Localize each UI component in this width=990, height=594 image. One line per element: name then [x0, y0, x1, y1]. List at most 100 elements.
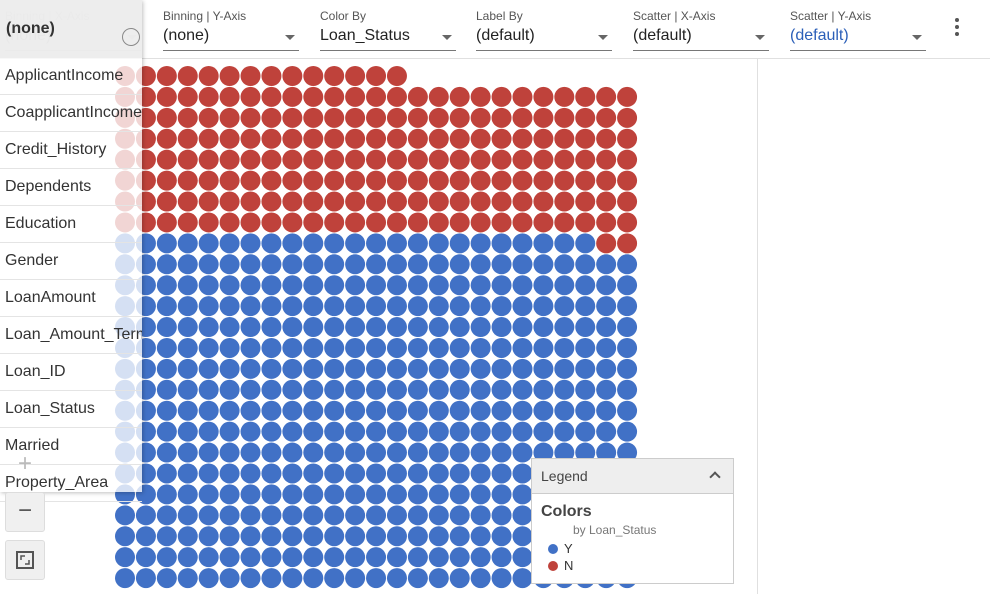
unit-dot[interactable]: [177, 379, 198, 400]
unit-dot[interactable]: [407, 107, 428, 128]
unit-dot[interactable]: [491, 484, 512, 505]
unit-dot[interactable]: [345, 337, 366, 358]
unit-dot[interactable]: [554, 317, 575, 338]
unit-dot[interactable]: [491, 568, 512, 589]
legend-header[interactable]: Legend: [532, 459, 733, 494]
unit-dot[interactable]: [617, 296, 638, 317]
unit-dot[interactable]: [261, 212, 282, 233]
unit-dot[interactable]: [177, 107, 198, 128]
unit-dot[interactable]: [617, 212, 638, 233]
unit-dot[interactable]: [115, 568, 135, 589]
unit-dot[interactable]: [219, 296, 240, 317]
unit-dot[interactable]: [617, 421, 638, 442]
unit-dot[interactable]: [470, 275, 491, 296]
unit-dot[interactable]: [345, 442, 366, 463]
unit-dot[interactable]: [261, 568, 282, 589]
unit-dot[interactable]: [177, 275, 198, 296]
unit-dot[interactable]: [282, 526, 303, 547]
unit-dot[interactable]: [575, 275, 596, 296]
unit-dot[interactable]: [345, 421, 366, 442]
unit-dot[interactable]: [219, 170, 240, 191]
unit-dot[interactable]: [554, 442, 575, 463]
unit-dot[interactable]: [449, 463, 470, 484]
unit-dot[interactable]: [261, 337, 282, 358]
unit-dot[interactable]: [240, 505, 261, 526]
unit-dot[interactable]: [407, 547, 428, 568]
unit-dot[interactable]: [449, 107, 470, 128]
unit-dot[interactable]: [282, 337, 303, 358]
unit-dot[interactable]: [240, 107, 261, 128]
unit-dot[interactable]: [386, 149, 407, 170]
unit-dot[interactable]: [575, 296, 596, 317]
unit-dot[interactable]: [156, 505, 177, 526]
unit-dot[interactable]: [303, 421, 324, 442]
unit-dot[interactable]: [491, 463, 512, 484]
unit-dot[interactable]: [177, 212, 198, 233]
unit-dot[interactable]: [386, 421, 407, 442]
unit-dot[interactable]: [282, 149, 303, 170]
unit-dot[interactable]: [366, 526, 387, 547]
unit-dot[interactable]: [533, 212, 554, 233]
unit-dot[interactable]: [449, 442, 470, 463]
unit-dot[interactable]: [596, 337, 617, 358]
unit-dot[interactable]: [261, 526, 282, 547]
unit-dot[interactable]: [261, 191, 282, 212]
unit-dot[interactable]: [177, 170, 198, 191]
menu-option[interactable]: Credit_History: [0, 132, 142, 169]
unit-dot[interactable]: [177, 191, 198, 212]
unit-dot[interactable]: [177, 568, 198, 589]
unit-dot[interactable]: [512, 128, 533, 149]
unit-dot[interactable]: [303, 484, 324, 505]
unit-dot[interactable]: [219, 212, 240, 233]
unit-dot[interactable]: [512, 212, 533, 233]
unit-dot[interactable]: [156, 149, 177, 170]
unit-dot[interactable]: [240, 296, 261, 317]
unit-dot[interactable]: [533, 442, 554, 463]
unit-dot[interactable]: [261, 421, 282, 442]
unit-dot[interactable]: [533, 149, 554, 170]
unit-dot[interactable]: [575, 337, 596, 358]
unit-dot[interactable]: [449, 296, 470, 317]
unit-dot[interactable]: [345, 484, 366, 505]
unit-dot[interactable]: [617, 191, 638, 212]
dropdown[interactable]: Binning | Y-Axis (none): [163, 0, 299, 52]
unit-dot[interactable]: [240, 358, 261, 379]
unit-dot[interactable]: [135, 526, 156, 547]
unit-dot[interactable]: [324, 254, 345, 275]
unit-dot[interactable]: [261, 400, 282, 421]
unit-dot[interactable]: [198, 212, 219, 233]
unit-dot[interactable]: [366, 421, 387, 442]
unit-dot[interactable]: [449, 337, 470, 358]
unit-dot[interactable]: [470, 442, 491, 463]
menu-option[interactable]: Married: [0, 428, 142, 465]
unit-dot[interactable]: [345, 191, 366, 212]
unit-dot[interactable]: [449, 275, 470, 296]
unit-dot[interactable]: [491, 254, 512, 275]
unit-dot[interactable]: [324, 379, 345, 400]
unit-dot[interactable]: [491, 442, 512, 463]
unit-dot[interactable]: [240, 275, 261, 296]
unit-dot[interactable]: [240, 66, 261, 86]
menu-option[interactable]: Property_Area: [0, 465, 142, 502]
unit-dot[interactable]: [554, 212, 575, 233]
unit-dot[interactable]: [386, 86, 407, 107]
unit-dot[interactable]: [198, 568, 219, 589]
unit-dot[interactable]: [554, 358, 575, 379]
unit-dot[interactable]: [575, 442, 596, 463]
unit-dot[interactable]: [345, 568, 366, 589]
unit-dot[interactable]: [135, 568, 156, 589]
unit-dot[interactable]: [533, 191, 554, 212]
unit-dot[interactable]: [282, 212, 303, 233]
unit-dot[interactable]: [491, 421, 512, 442]
dropdown[interactable]: Scatter | X-Axis (default): [633, 0, 769, 52]
unit-dot[interactable]: [282, 317, 303, 338]
unit-dot[interactable]: [135, 547, 156, 568]
unit-dot[interactable]: [470, 505, 491, 526]
unit-dot[interactable]: [512, 421, 533, 442]
unit-dot[interactable]: [596, 149, 617, 170]
unit-dot[interactable]: [407, 149, 428, 170]
unit-dot[interactable]: [261, 358, 282, 379]
unit-dot[interactable]: [449, 86, 470, 107]
unit-dot[interactable]: [261, 149, 282, 170]
unit-dot[interactable]: [303, 337, 324, 358]
